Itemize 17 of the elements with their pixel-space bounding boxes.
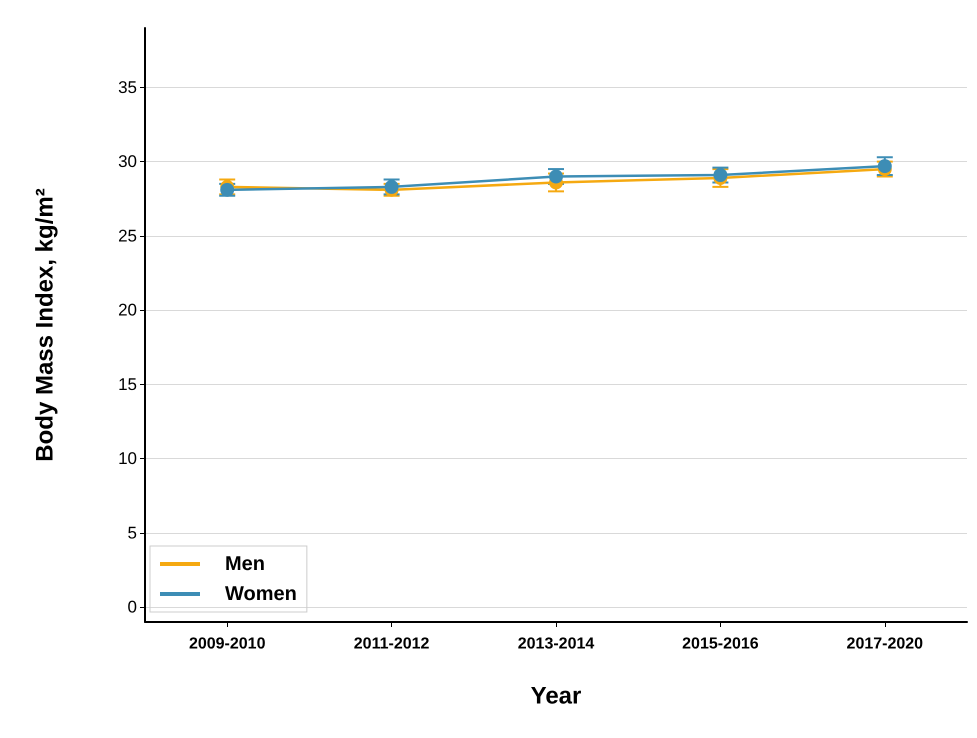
y-tick-label: 15 bbox=[118, 374, 137, 394]
x-axis-title: Year bbox=[530, 682, 582, 710]
x-tick-label: 2017-2020 bbox=[846, 636, 924, 652]
legend-label: Women bbox=[225, 583, 297, 605]
legend-label: Men bbox=[225, 553, 265, 575]
y-tick-label: 30 bbox=[118, 152, 137, 172]
x-tick-label: 2015-2016 bbox=[682, 636, 759, 652]
y-tick-label: 35 bbox=[118, 78, 137, 97]
y-tick-label: 10 bbox=[118, 449, 137, 468]
y-tick-label: 0 bbox=[128, 598, 137, 617]
y-tick-label: 20 bbox=[118, 300, 137, 320]
y-tick-label: 25 bbox=[118, 226, 137, 246]
x-tick-label: 2011-2012 bbox=[354, 636, 430, 652]
x-tick-label: 2013-2014 bbox=[518, 636, 594, 652]
y-tick-label: 5 bbox=[128, 523, 137, 542]
x-tick-label: 2009-2010 bbox=[188, 636, 266, 652]
y-axis-title: Body Mass Index, kg/m² bbox=[32, 188, 58, 462]
